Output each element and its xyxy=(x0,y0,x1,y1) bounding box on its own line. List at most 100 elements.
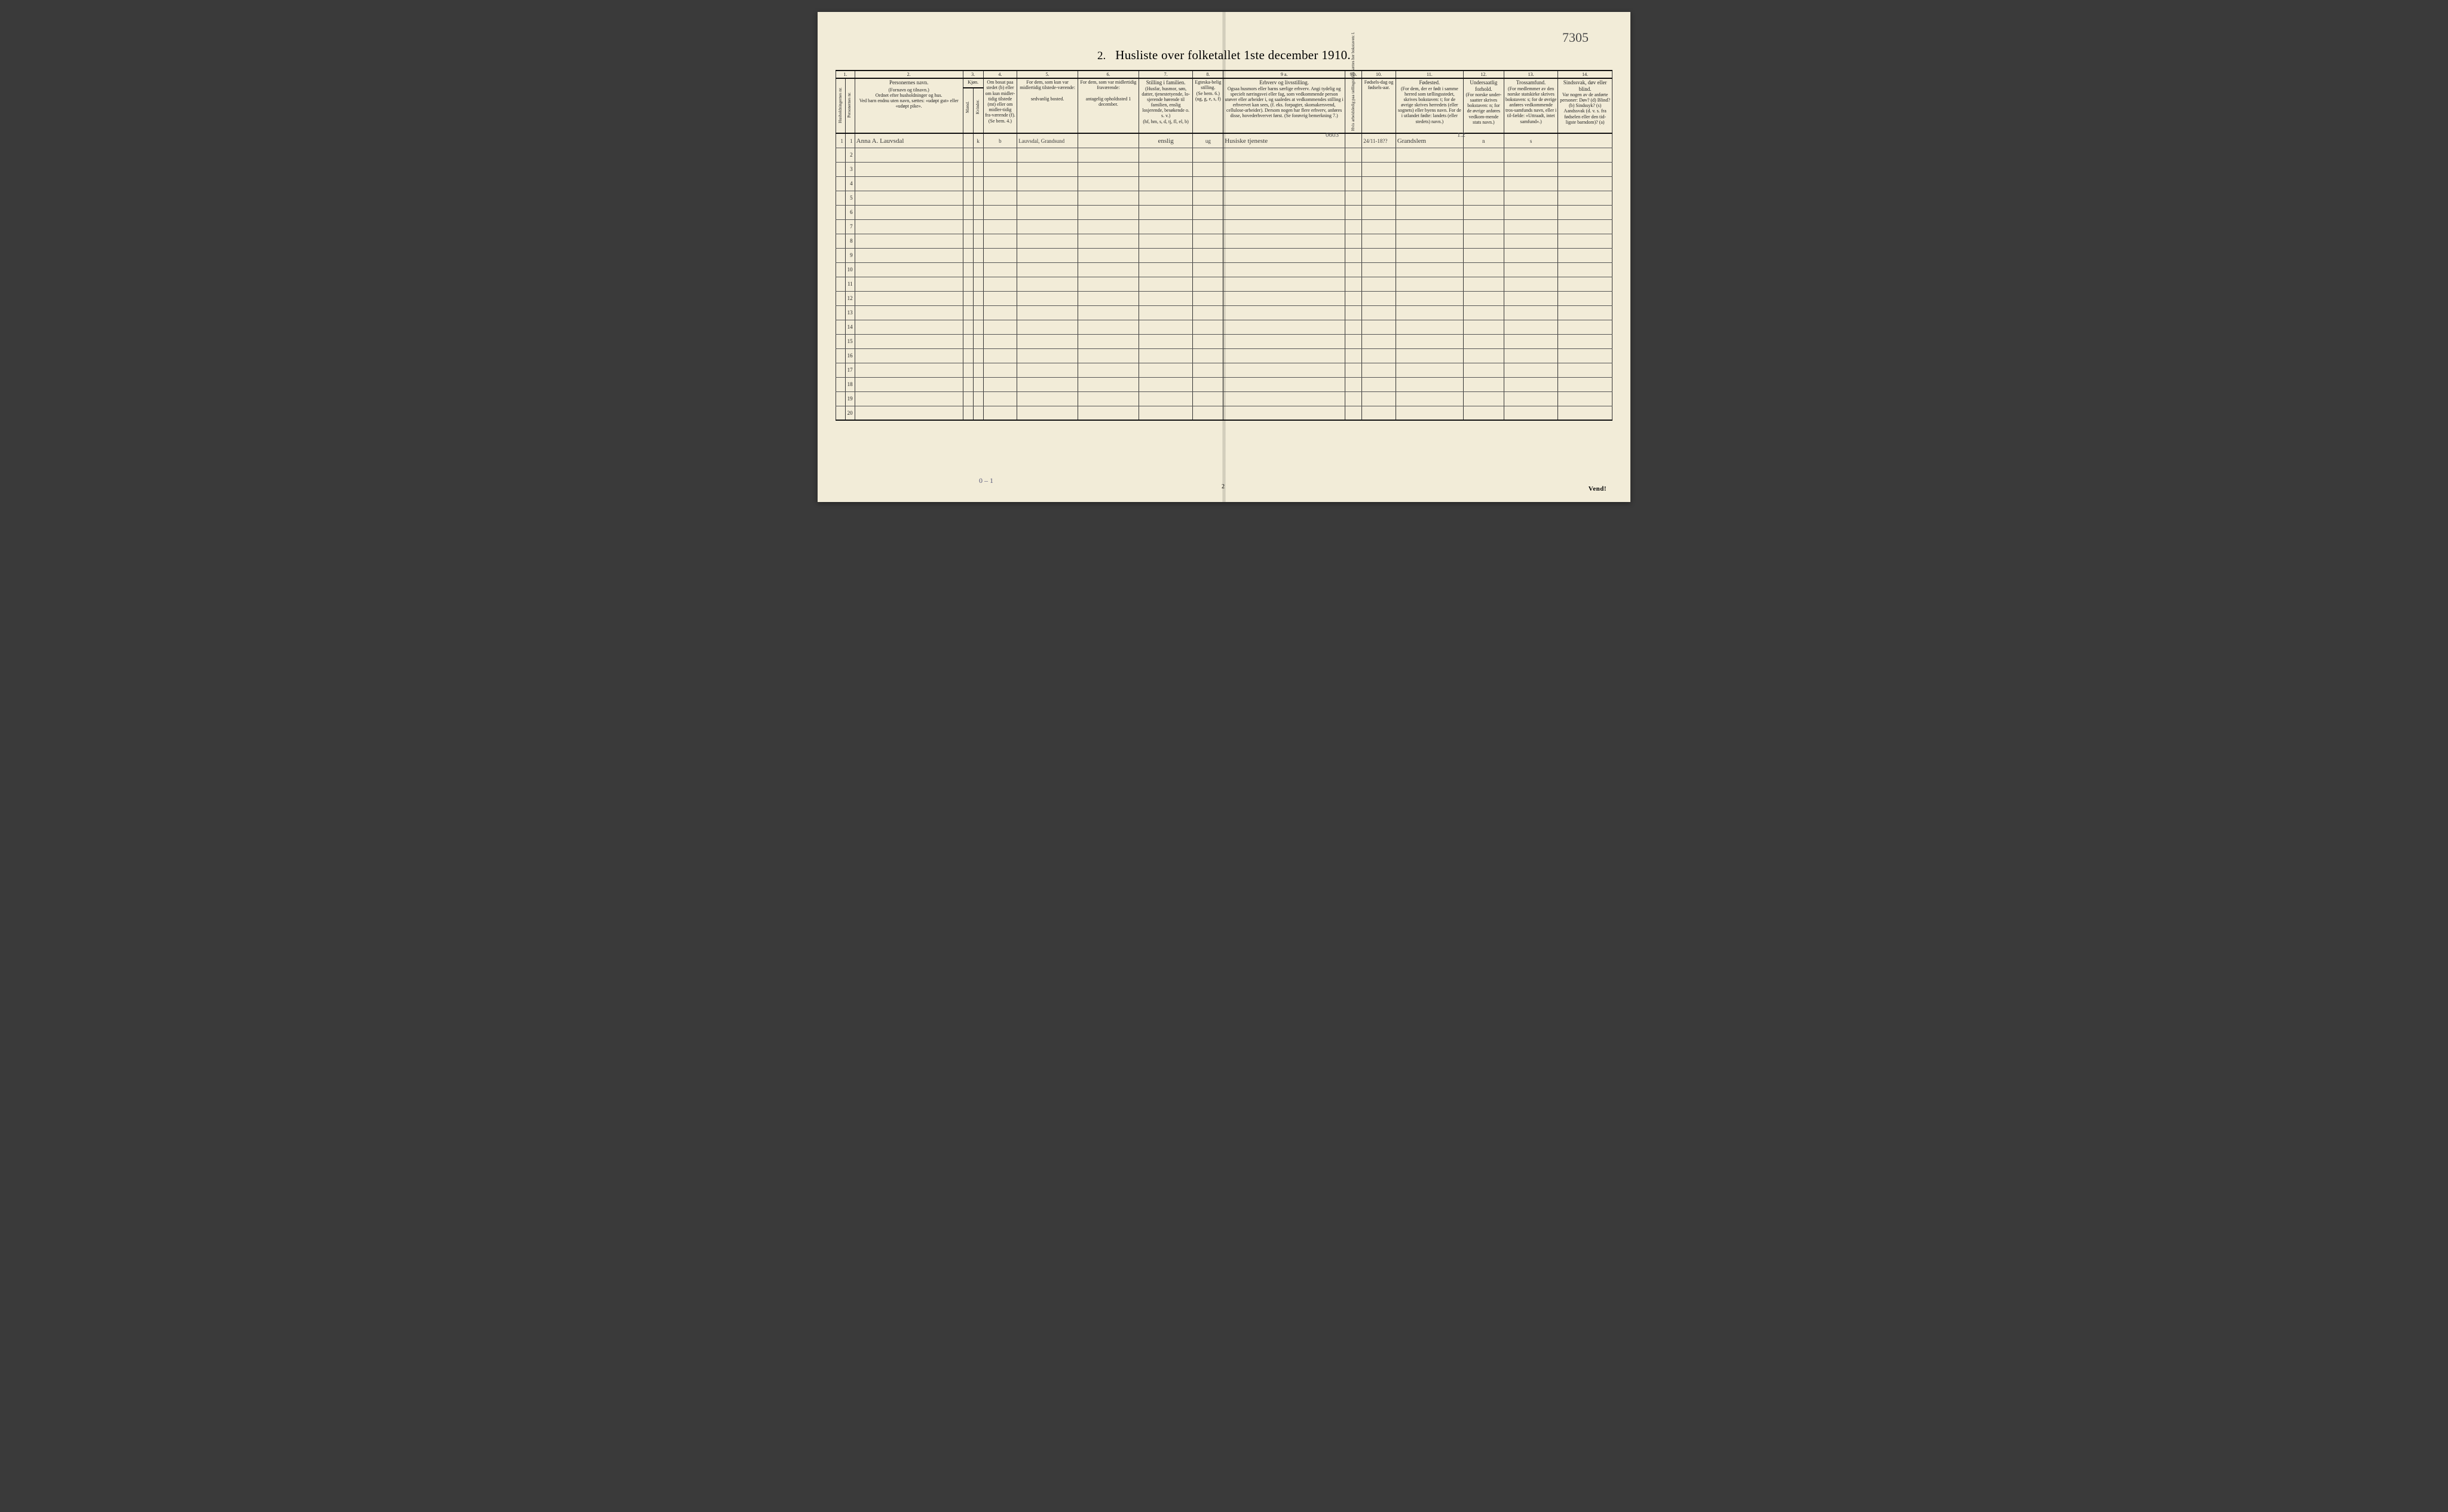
cell-household xyxy=(836,277,846,291)
empty-cell xyxy=(1362,348,1396,363)
empty-cell xyxy=(1504,162,1558,176)
empty-cell xyxy=(1362,176,1396,191)
empty-cell xyxy=(1345,363,1361,377)
empty-cell xyxy=(973,148,983,162)
empty-cell xyxy=(1223,377,1345,391)
empty-cell xyxy=(983,162,1017,176)
empty-cell xyxy=(1463,205,1504,219)
cell-person-no: 20 xyxy=(845,406,855,420)
hdr-marital: Egteska-belig stilling. (Se bem. 6.) (ug… xyxy=(1193,78,1223,133)
empty-cell xyxy=(1223,148,1345,162)
empty-cell xyxy=(1017,305,1078,320)
empty-cell xyxy=(855,234,963,248)
cell-household xyxy=(836,219,846,234)
empty-cell xyxy=(1345,162,1361,176)
cell-person-no: 6 xyxy=(845,205,855,219)
cell-household xyxy=(836,391,846,406)
empty-cell xyxy=(1017,234,1078,248)
empty-cell xyxy=(1504,205,1558,219)
hdr-sex-m: Mænd. xyxy=(963,88,973,134)
empty-cell xyxy=(963,234,973,248)
empty-cell xyxy=(983,305,1017,320)
cell-household xyxy=(836,148,846,162)
empty-cell xyxy=(855,391,963,406)
empty-cell xyxy=(1362,406,1396,420)
empty-cell xyxy=(1463,234,1504,248)
empty-cell xyxy=(1078,205,1139,219)
empty-cell xyxy=(1396,406,1463,420)
empty-cell xyxy=(1139,334,1193,348)
colnum: 5. xyxy=(1017,71,1078,78)
empty-cell xyxy=(1223,391,1345,406)
empty-cell xyxy=(1193,305,1223,320)
colnum: 3. xyxy=(963,71,983,78)
empty-cell xyxy=(1139,391,1193,406)
empty-cell xyxy=(1345,248,1361,262)
empty-cell xyxy=(973,205,983,219)
empty-cell xyxy=(1396,234,1463,248)
cell-sex-k: k xyxy=(973,133,983,148)
cell-temp-absent xyxy=(1078,133,1139,148)
empty-cell xyxy=(1193,277,1223,291)
empty-cell xyxy=(1396,363,1463,377)
page-number-bottom: 2 xyxy=(1222,483,1225,490)
empty-cell xyxy=(1345,277,1361,291)
empty-cell xyxy=(963,320,973,334)
empty-cell xyxy=(1504,348,1558,363)
empty-cell xyxy=(1223,162,1345,176)
empty-cell xyxy=(1017,205,1078,219)
table-row: 9 xyxy=(836,248,1612,262)
empty-cell xyxy=(1463,291,1504,305)
empty-cell xyxy=(963,305,973,320)
empty-cell xyxy=(1463,277,1504,291)
empty-cell xyxy=(1193,320,1223,334)
empty-cell xyxy=(983,219,1017,234)
empty-cell xyxy=(1463,176,1504,191)
empty-cell xyxy=(983,234,1017,248)
empty-cell xyxy=(1345,334,1361,348)
empty-cell xyxy=(963,348,973,363)
handwritten-id-top: 7305 xyxy=(1562,30,1589,45)
table-row: 12 xyxy=(836,291,1612,305)
empty-cell xyxy=(1396,277,1463,291)
empty-cell xyxy=(1362,277,1396,291)
empty-cell xyxy=(973,219,983,234)
empty-cell xyxy=(1396,248,1463,262)
empty-cell xyxy=(1362,377,1396,391)
cell-household xyxy=(836,205,846,219)
empty-cell xyxy=(1193,377,1223,391)
empty-cell xyxy=(1504,191,1558,205)
empty-cell xyxy=(855,377,963,391)
cell-person-no: 7 xyxy=(845,219,855,234)
empty-cell xyxy=(1139,406,1193,420)
hdr-subject: Undersaatlig forhold. (For norske under-… xyxy=(1463,78,1504,133)
empty-cell xyxy=(1345,176,1361,191)
empty-cell xyxy=(1223,262,1345,277)
empty-cell xyxy=(855,262,963,277)
empty-cell xyxy=(1139,277,1193,291)
empty-cell xyxy=(1223,305,1345,320)
empty-cell xyxy=(1017,277,1078,291)
empty-cell xyxy=(1396,320,1463,334)
empty-cell xyxy=(1017,363,1078,377)
empty-cell xyxy=(1558,191,1612,205)
hdr-name: Personernes navn. (Fornavn og tilnavn.) … xyxy=(855,78,963,133)
empty-cell xyxy=(1139,148,1193,162)
table-row: 8 xyxy=(836,234,1612,248)
empty-cell xyxy=(963,162,973,176)
empty-cell xyxy=(855,406,963,420)
hdr-person-no: Personernes nr. xyxy=(845,78,855,133)
empty-cell xyxy=(1463,248,1504,262)
empty-cell xyxy=(1078,291,1139,305)
empty-cell xyxy=(1362,205,1396,219)
empty-cell xyxy=(963,277,973,291)
empty-cell xyxy=(855,320,963,334)
empty-cell xyxy=(1396,377,1463,391)
empty-cell xyxy=(1078,234,1139,248)
empty-cell xyxy=(1463,406,1504,420)
empty-cell xyxy=(1345,391,1361,406)
empty-cell xyxy=(983,348,1017,363)
table-row: 10 xyxy=(836,262,1612,277)
empty-cell xyxy=(1223,191,1345,205)
cell-birthdate: 24/11-18?? xyxy=(1362,133,1396,148)
